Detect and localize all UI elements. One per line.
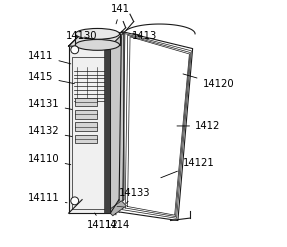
Bar	[75, 135, 97, 143]
Text: 1414: 1414	[105, 213, 130, 230]
Text: 14112: 14112	[87, 213, 119, 230]
Text: 1415: 1415	[28, 72, 74, 84]
Text: 1412: 1412	[177, 121, 220, 131]
Bar	[75, 110, 97, 119]
Text: 14132: 14132	[28, 126, 72, 137]
Ellipse shape	[75, 28, 120, 39]
Text: 14131: 14131	[28, 99, 72, 109]
Polygon shape	[69, 33, 124, 46]
Bar	[75, 122, 97, 131]
Text: 14111: 14111	[28, 193, 67, 204]
Bar	[104, 46, 110, 213]
Text: 14133: 14133	[119, 188, 151, 203]
Text: 141: 141	[111, 4, 130, 24]
Text: 14110: 14110	[28, 154, 71, 165]
Polygon shape	[108, 201, 126, 216]
Polygon shape	[119, 31, 193, 221]
Polygon shape	[69, 46, 110, 213]
Bar	[75, 98, 97, 106]
Text: 14121: 14121	[161, 158, 215, 178]
Text: 1411: 1411	[28, 51, 71, 64]
Circle shape	[71, 46, 79, 54]
Polygon shape	[110, 33, 124, 213]
Text: 14120: 14120	[183, 74, 234, 89]
Text: 1413: 1413	[132, 31, 157, 41]
Circle shape	[71, 197, 79, 205]
Ellipse shape	[75, 40, 120, 50]
Text: 14130: 14130	[66, 31, 98, 41]
